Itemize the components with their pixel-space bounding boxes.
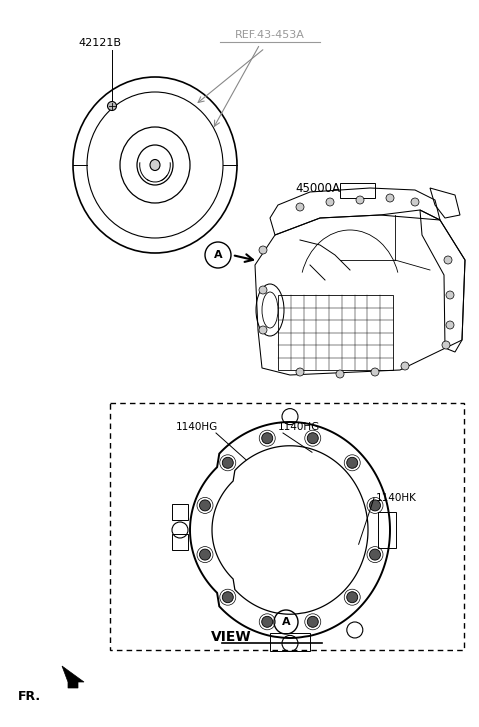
Circle shape [347, 592, 358, 603]
Ellipse shape [107, 102, 116, 111]
Circle shape [262, 433, 273, 443]
Bar [270, 632, 310, 651]
Circle shape [411, 198, 419, 206]
Circle shape [369, 549, 380, 560]
Text: VIEW: VIEW [211, 630, 252, 644]
Text: REF.43-453A: REF.43-453A [235, 30, 305, 40]
Text: A: A [214, 250, 222, 260]
Ellipse shape [150, 159, 160, 171]
Circle shape [259, 326, 267, 334]
Circle shape [401, 362, 409, 370]
Circle shape [296, 203, 304, 211]
Circle shape [307, 433, 318, 443]
Text: 45000A: 45000A [295, 182, 340, 195]
Circle shape [262, 616, 273, 627]
Circle shape [296, 368, 304, 376]
Circle shape [326, 198, 334, 206]
Polygon shape [62, 666, 84, 688]
Circle shape [369, 500, 380, 511]
Circle shape [386, 194, 394, 202]
Circle shape [307, 616, 318, 627]
Text: 42121B: 42121B [79, 38, 122, 48]
Circle shape [259, 246, 267, 254]
Circle shape [347, 457, 358, 468]
Bar [340, 183, 375, 198]
Text: 1140HG: 1140HG [278, 422, 320, 432]
Circle shape [356, 196, 364, 204]
Circle shape [446, 321, 454, 329]
Circle shape [199, 549, 210, 560]
Circle shape [222, 592, 233, 603]
Text: FR.: FR. [18, 690, 41, 703]
Bar [278, 295, 393, 370]
Circle shape [336, 370, 344, 378]
Bar [172, 534, 188, 550]
Text: 1140HG: 1140HG [176, 422, 218, 432]
Circle shape [259, 286, 267, 294]
Bar [378, 512, 396, 548]
Circle shape [199, 500, 210, 511]
Bar [172, 504, 188, 520]
Circle shape [446, 291, 454, 299]
Circle shape [222, 457, 233, 468]
Text: 1140HK: 1140HK [376, 493, 417, 503]
Circle shape [444, 256, 452, 264]
Bar [110, 403, 464, 650]
Circle shape [442, 341, 450, 349]
Circle shape [371, 368, 379, 376]
Text: A: A [282, 617, 290, 627]
